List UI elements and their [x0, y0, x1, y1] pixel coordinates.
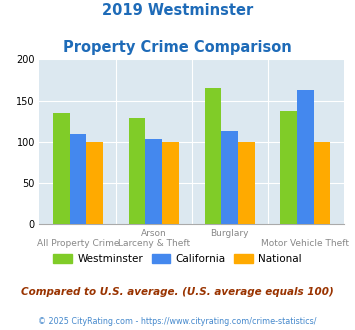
Bar	[86, 142, 103, 224]
Bar	[221, 131, 238, 224]
Text: © 2025 CityRating.com - https://www.cityrating.com/crime-statistics/: © 2025 CityRating.com - https://www.city…	[38, 317, 317, 326]
Bar	[162, 142, 179, 224]
Text: All Property Crime: All Property Crime	[37, 239, 119, 248]
Text: Burglary: Burglary	[211, 229, 249, 238]
Text: Larceny & Theft: Larceny & Theft	[118, 239, 190, 248]
Bar	[280, 111, 297, 224]
Bar	[129, 118, 146, 224]
Bar	[53, 113, 70, 224]
Text: Property Crime Comparison: Property Crime Comparison	[63, 40, 292, 54]
Text: Arson: Arson	[141, 229, 166, 238]
Text: Motor Vehicle Theft: Motor Vehicle Theft	[261, 239, 349, 248]
Legend: Westminster, California, National: Westminster, California, National	[49, 249, 306, 268]
Bar	[238, 142, 255, 224]
Bar	[314, 142, 331, 224]
Text: Compared to U.S. average. (U.S. average equals 100): Compared to U.S. average. (U.S. average …	[21, 287, 334, 297]
Bar	[297, 90, 314, 224]
Text: 2019 Westminster: 2019 Westminster	[102, 3, 253, 18]
Bar	[204, 88, 221, 224]
Bar	[70, 134, 86, 224]
Bar	[146, 139, 162, 224]
